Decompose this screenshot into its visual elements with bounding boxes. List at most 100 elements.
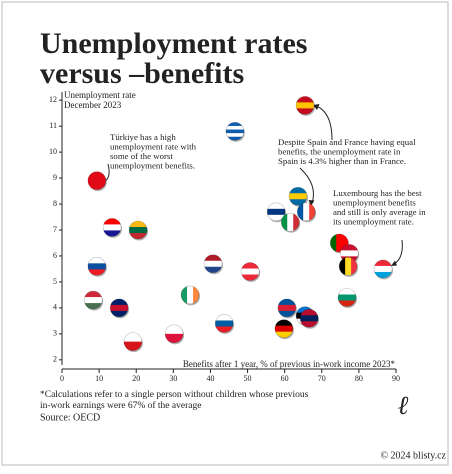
flag [281, 213, 300, 232]
flag-stripe [267, 214, 286, 221]
x-tick-label: 80 [355, 374, 363, 383]
annotation: Spain is 4.3% higher than in France. [278, 156, 406, 166]
x-tick-label: 70 [318, 374, 326, 383]
flag [274, 319, 293, 338]
flag-gloss [338, 257, 358, 276]
flag-stripe [165, 333, 184, 343]
flag-stripe [374, 265, 393, 273]
flag-stripe [225, 136, 244, 141]
flag [225, 122, 244, 141]
y-axis-label: Unemployment rate [64, 90, 136, 100]
y-axis-label: December 2023 [64, 100, 122, 110]
flag-stripe [277, 304, 296, 312]
flag-point [299, 308, 320, 329]
arrow [315, 105, 333, 141]
flag [181, 285, 200, 304]
flag-stripe [204, 266, 223, 273]
flag-stripe [87, 269, 106, 276]
flag-gloss [299, 308, 319, 328]
flag [129, 221, 148, 239]
flag-point [225, 122, 245, 142]
flag [289, 187, 308, 206]
flag [330, 233, 349, 252]
flag-point [337, 288, 358, 308]
flag-gloss [128, 220, 148, 240]
arrowhead [391, 260, 397, 266]
flag-stripe [225, 129, 244, 134]
flag-stripe [338, 300, 357, 307]
flag-stripe [103, 218, 122, 225]
flag-stripe [129, 227, 148, 234]
flag-point [83, 290, 104, 311]
y-tick-label: 11 [49, 121, 57, 130]
flag-stripe [241, 262, 260, 269]
flag-point [87, 171, 107, 192]
flag-stripe [345, 257, 352, 276]
flag-gloss [288, 186, 308, 206]
flag-point [280, 212, 301, 233]
flag-stripe [225, 122, 244, 127]
flag-stripe [215, 314, 234, 321]
flag [296, 96, 315, 115]
flag-stripe [215, 320, 234, 327]
flag-point [288, 186, 309, 207]
flag-stripe [267, 208, 286, 216]
frame [1, 1, 449, 466]
flag-stripe [338, 288, 357, 295]
annotation: Despite Spain and France having equal [278, 137, 416, 147]
x-tick-label: 20 [132, 374, 140, 383]
y-tick-label: 9 [53, 173, 57, 182]
flag [204, 254, 223, 273]
flag-stripe [296, 108, 315, 115]
chart-title: Unemployment rates [40, 27, 307, 60]
flag-stripe [103, 230, 122, 237]
flag-stripe [281, 213, 288, 232]
flag-stripe [340, 244, 359, 251]
flag-stripe [87, 171, 106, 190]
x-tick-label: 90 [392, 374, 400, 383]
flag [110, 298, 129, 317]
flag-gloss [296, 202, 316, 222]
flag-stripe [296, 306, 315, 313]
x-tick-label: 0 [60, 374, 64, 383]
flag-stripe [277, 298, 296, 306]
flag-gloss [123, 332, 143, 351]
flag [215, 314, 234, 333]
y-tick-label: 3 [53, 329, 57, 338]
x-tick-label: 10 [95, 374, 103, 383]
flag-point [373, 259, 394, 280]
flag-stripe [374, 271, 393, 278]
flag-stripe [193, 285, 200, 304]
flag-stripe [129, 221, 148, 228]
arrowhead [308, 200, 315, 206]
flag-stripe [336, 233, 343, 252]
flag-gloss [83, 290, 103, 310]
flag-point [277, 298, 297, 319]
flag-stripe [165, 324, 184, 335]
flag-gloss [203, 254, 223, 274]
flag-stripe [225, 133, 244, 138]
flag [87, 171, 106, 190]
flag-gloss [102, 218, 122, 237]
flag-stripe [289, 187, 308, 194]
annotation: Türkiye has a high [110, 132, 176, 142]
y-tick-label: 8 [53, 199, 57, 208]
flag-point [109, 298, 130, 319]
flag-stripe [110, 304, 129, 312]
flag-stripe [330, 233, 337, 252]
y-tick-label: 12 [49, 95, 57, 104]
flag-stripe [129, 233, 148, 239]
flag [84, 291, 103, 310]
flag-point [203, 254, 224, 275]
flag-point [128, 220, 149, 241]
y-tick-label: 6 [53, 251, 57, 260]
flag-stripe [297, 202, 304, 221]
x-tick-label: 50 [244, 374, 252, 383]
flag-point [338, 257, 359, 277]
annotation: benefits, the unemployment rate in [278, 147, 401, 157]
flag-stripe [187, 285, 194, 304]
flag-stripe [274, 331, 293, 338]
flag-stripe [274, 319, 293, 326]
logo: ℓ [398, 391, 409, 420]
